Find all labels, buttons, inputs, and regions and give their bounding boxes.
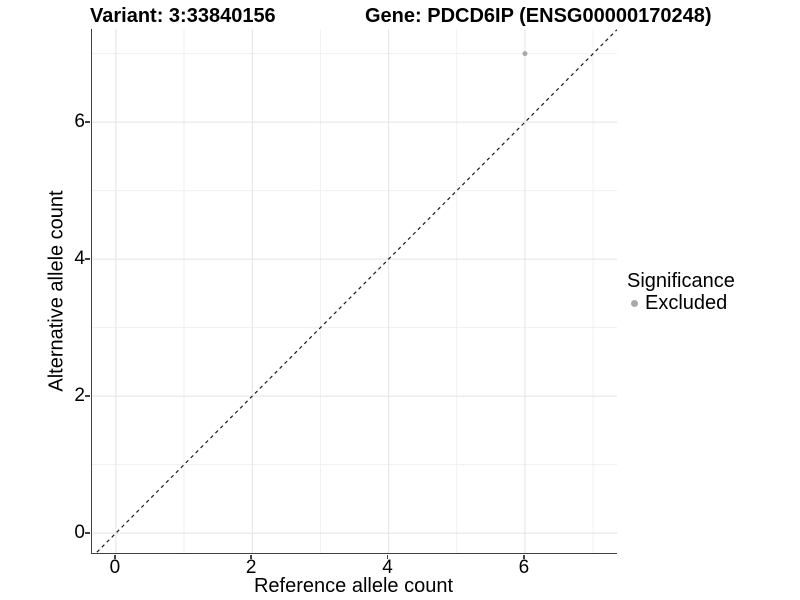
y-tick-label: 6 xyxy=(74,111,85,133)
x-tick-label: 2 xyxy=(245,557,257,578)
x-tick-label: 0 xyxy=(109,557,121,578)
y-axis-title: Alternative allele count xyxy=(45,190,68,392)
legend-key xyxy=(627,296,641,310)
y-tick-mark xyxy=(85,121,90,123)
y-tick-label: 0 xyxy=(74,522,85,544)
x-tick-label: 6 xyxy=(518,557,530,578)
legend: Significance Excluded xyxy=(627,270,800,314)
legend-title: Significance xyxy=(627,270,735,292)
y-tick-mark xyxy=(85,395,90,397)
legend-item-excluded: Excluded xyxy=(627,292,800,314)
y-tick-mark xyxy=(85,258,90,260)
x-tick-mark xyxy=(114,554,116,559)
plot-panel xyxy=(91,29,617,554)
legend-item-label: Excluded xyxy=(645,292,728,314)
gene-title: Gene: PDCD6IP (ENSG00000170248) xyxy=(365,5,712,27)
data-point xyxy=(522,51,528,57)
y-tick-label: 4 xyxy=(74,248,85,270)
x-tick-mark xyxy=(250,554,252,559)
identity-dashed-line xyxy=(95,29,617,553)
scatter-plot-canvas xyxy=(92,29,617,553)
x-tick-label: 4 xyxy=(382,557,393,578)
x-axis-title: Reference allele count xyxy=(253,575,453,597)
x-tick-mark xyxy=(386,554,389,559)
x-tick-mark xyxy=(523,554,525,559)
y-tick-mark xyxy=(85,532,90,534)
variant-title: Variant: 3:33840156 xyxy=(90,5,276,27)
excluded-point-icon xyxy=(630,299,638,307)
y-tick-label: 2 xyxy=(74,385,85,407)
